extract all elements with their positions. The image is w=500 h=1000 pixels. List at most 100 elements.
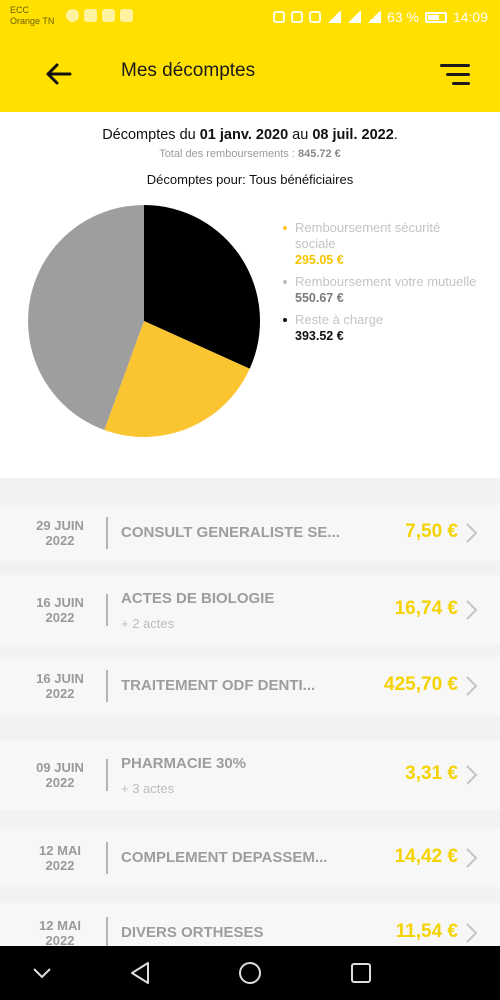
chevron-right-icon (466, 676, 478, 696)
record-sub-acts: + 3 actes (121, 781, 175, 796)
legend-value: 295.05 € (295, 253, 344, 267)
period-suffix: . (393, 127, 398, 143)
battery-percent: 63 % (387, 9, 419, 25)
carrier-name-2: Orange TN (10, 16, 55, 26)
nav-recent-button[interactable] (346, 958, 376, 988)
hamburger-line (446, 72, 470, 76)
record-row[interactable]: 16 JUIN 2022 ACTES DE BIOLOGIE + 2 actes 16,… (0, 575, 500, 645)
record-sub-acts: + 2 actes (121, 616, 175, 631)
record-date-year: 2022 (45, 533, 75, 548)
record-date-year: 2022 (45, 610, 75, 625)
arrow-left-icon (46, 63, 72, 85)
pie-slice-secu (104, 321, 250, 437)
record-divider (106, 842, 108, 874)
summary-card: Décomptes du 01 janv. 2020 au 08 juil. 2… (0, 112, 500, 478)
pie-slice-mutuelle (28, 205, 145, 430)
record-divider (106, 670, 108, 702)
telegram-icon (84, 9, 97, 22)
record-row[interactable]: 12 MAI 2022 COMPLEMENT DEPASSEM... 14,42 € (0, 829, 500, 887)
record-date-day: 09 JUIN (36, 760, 84, 775)
legend-label: Reste à charge (295, 312, 384, 327)
record-date: 12 MAI 2022 (20, 843, 100, 873)
record-amount: 11,54 € (395, 921, 458, 942)
record-date: 16 JUIN 2022 (20, 671, 100, 701)
record-label: COMPLEMENT DEPASSEM... (121, 849, 328, 866)
legend-dot (283, 280, 287, 284)
record-row[interactable]: 12 MAI 2022 DIVERS ORTHESES 11,54 € (0, 903, 500, 946)
record-date-year: 2022 (45, 858, 75, 873)
clock: 14:09 (452, 9, 488, 25)
record-divider (106, 517, 108, 549)
nav-back-button[interactable] (125, 958, 155, 988)
record-label: PHARMACIE 30% (121, 755, 247, 772)
record-date-year: 2022 (45, 686, 75, 701)
records-list[interactable]: 29 JUIN 2022 CONSULT GENERALISTE SE... 7,50… (0, 478, 500, 946)
record-amount: 14,42 € (394, 846, 458, 867)
nav-hide-button[interactable] (27, 958, 57, 988)
triangle-back-icon (131, 962, 149, 984)
record-amount: 7,50 € (405, 521, 458, 542)
battery-icon (424, 11, 447, 23)
record-label: DIVERS ORTHESES (121, 924, 264, 941)
chevron-right-icon (466, 848, 478, 868)
record-label: CONSULT GENERALISTE SE... (121, 524, 340, 541)
record-date-day: 12 MAI (39, 918, 81, 933)
record-date-year: 2022 (45, 775, 75, 790)
chevron-right-icon (466, 923, 478, 943)
signal-icon (347, 11, 362, 23)
chevron-right-icon (466, 600, 478, 620)
record-amount: 3,31 € (405, 763, 458, 784)
legend-item-mutuelle: Remboursement votre mutuelle 550.67 € (283, 274, 483, 306)
period-end: 08 juil. 2022 (312, 127, 394, 143)
hamburger-icon (440, 63, 470, 67)
legend-dot (283, 318, 287, 322)
record-date-day: 16 JUIN (36, 595, 84, 610)
wifi-icon (327, 11, 342, 23)
total-label: Total des remboursements : (159, 148, 298, 160)
reimbursement-pie-chart (28, 205, 260, 437)
page-title: Mes décomptes (121, 60, 256, 81)
period-mid: au (288, 127, 313, 143)
legend-item-secu: Remboursement sécurité sociale 295.05 € (283, 220, 483, 268)
record-label: TRAITEMENT ODF DENTI... (121, 677, 316, 694)
record-label: ACTES DE BIOLOGIE (121, 590, 275, 607)
legend-value: 550.67 € (295, 291, 344, 305)
hamburger-line (452, 81, 470, 85)
back-button[interactable] (36, 54, 80, 94)
vibrate-icon (291, 11, 304, 23)
pie-slice-reste (144, 205, 260, 369)
legend-label: Remboursement sécurité sociale (295, 220, 441, 251)
legend-dot (283, 226, 287, 230)
filter-menu-button[interactable] (434, 58, 470, 90)
record-date-year: 2022 (45, 933, 75, 946)
record-row[interactable]: 16 JUIN 2022 TRAITEMENT ODF DENTI... 425,70… (0, 657, 500, 715)
circle-home-icon (239, 962, 261, 984)
record-divider (106, 594, 108, 626)
google-icon (102, 9, 115, 22)
record-date: 12 MAI 2022 (20, 918, 100, 946)
beneficiaries-filter[interactable]: Décomptes pour: Tous bénéficiaires (146, 172, 354, 187)
record-date: 09 JUIN 2022 (20, 760, 100, 790)
notification-icons (66, 9, 133, 22)
period-text: Décomptes du 01 janv. 2020 au 08 juil. 2… (0, 127, 500, 143)
record-amount: 16,74 € (394, 598, 458, 619)
nav-home-button[interactable] (235, 958, 265, 988)
square-recent-icon (351, 963, 371, 983)
navigation-bar (0, 946, 500, 1000)
legend-item-reste: Reste à charge 393.52 € (283, 312, 483, 344)
record-divider (106, 759, 108, 791)
record-row[interactable]: 29 JUIN 2022 CONSULT GENERALISTE SE... 7,50… (0, 505, 500, 561)
messenger-icon (66, 9, 79, 22)
app-bar: Mes décomptes (0, 36, 500, 112)
alarm-icon (309, 11, 322, 23)
carrier-info: ECC Orange TN (10, 5, 54, 27)
status-bar: ECC Orange TN 63 % 14:09 (0, 0, 500, 36)
record-date-day: 12 MAI (39, 843, 81, 858)
legend-value: 393.52 € (295, 329, 344, 343)
record-date: 29 JUIN 2022 (20, 518, 100, 548)
chart-legend: Remboursement sécurité sociale 295.05 € Re… (283, 220, 483, 350)
mail-icon (120, 9, 133, 22)
record-date-day: 29 JUIN (36, 518, 84, 533)
record-row[interactable]: 09 JUIN 2022 PHARMACIE 30% + 3 actes 3,31 € (0, 740, 500, 810)
record-date-day: 16 JUIN (36, 671, 84, 686)
